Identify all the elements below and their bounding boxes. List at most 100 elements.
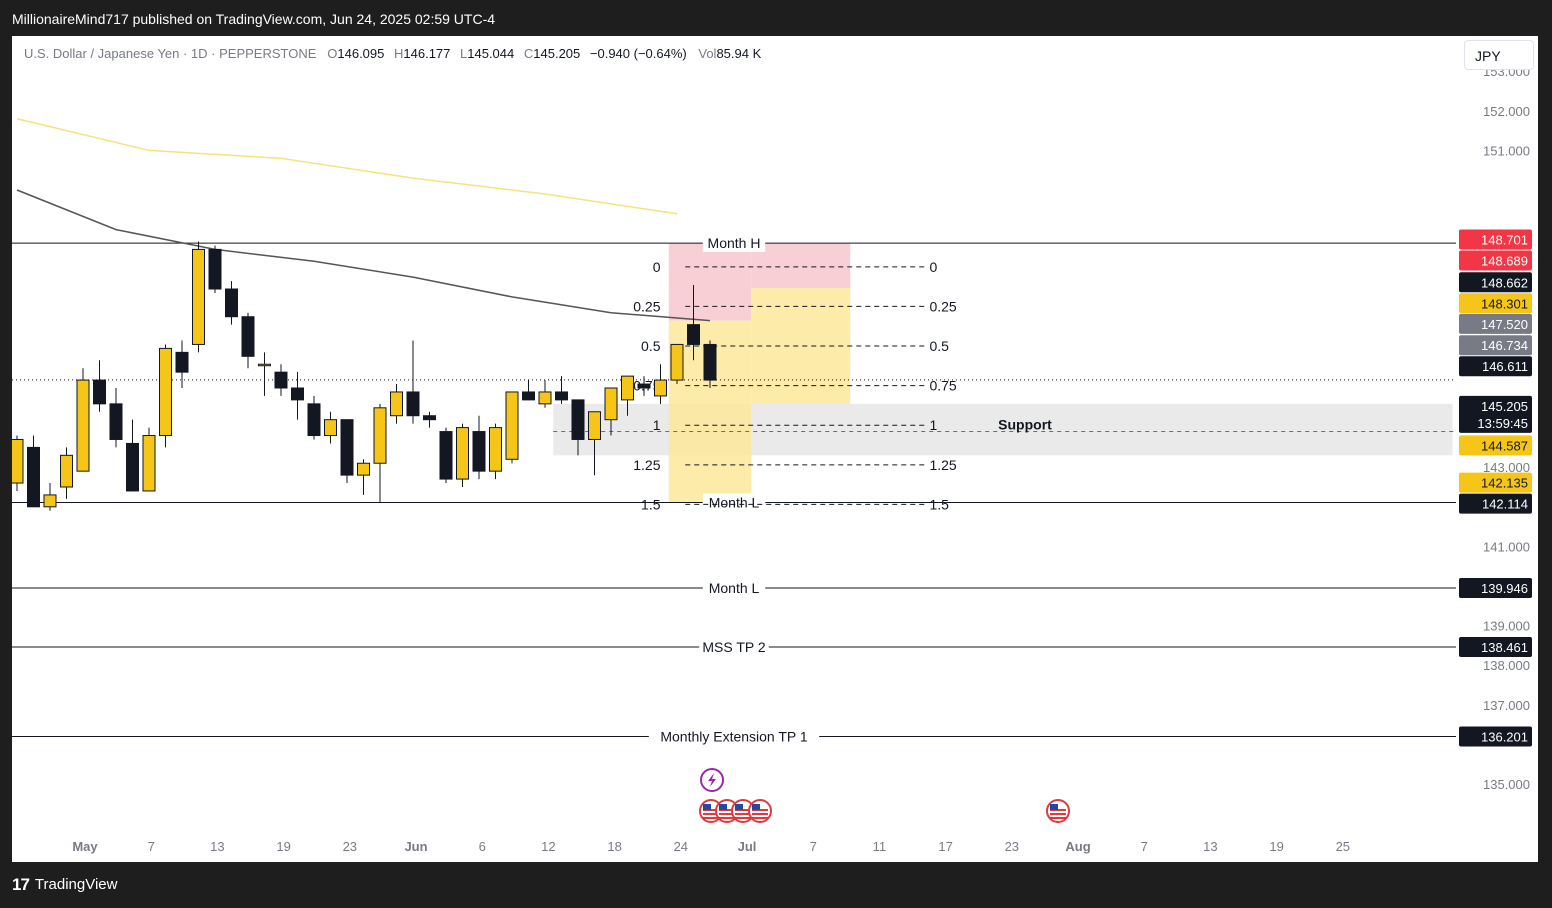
x-tick-label-5: Jun (404, 839, 427, 854)
candle-24[interactable] (406, 391, 420, 417)
candle-26[interactable] (439, 431, 453, 480)
candle-30[interactable] (505, 391, 519, 460)
flag-canton-icon (703, 804, 711, 810)
candle-27[interactable] (456, 427, 469, 480)
candle-22[interactable] (373, 407, 387, 464)
high-value: 146.177 (403, 46, 451, 61)
candle-16[interactable] (274, 371, 288, 389)
publish-line: MillionaireMind717 published on TradingV… (12, 11, 496, 27)
fib-right-label-6: 1.5 (929, 496, 949, 512)
y-tick-label-1: 137.000 (1483, 698, 1530, 713)
candle-11[interactable] (192, 248, 205, 345)
level-label-0: Month H (708, 235, 761, 251)
candle-31[interactable] (522, 391, 535, 401)
level-label-bg-1 (702, 493, 766, 512)
candle-0[interactable] (12, 438, 24, 484)
price-badge-text-1: 148.689 (1481, 253, 1528, 268)
sell-zone-left[interactable] (668, 243, 752, 321)
candle-23[interactable] (390, 391, 403, 417)
price-badge-text-5: 146.734 (1481, 338, 1528, 353)
x-tick-label-18: 19 (1269, 839, 1283, 854)
candle-33[interactable] (555, 391, 568, 401)
price-badge-9 (1459, 435, 1532, 456)
candle-7[interactable] (126, 442, 139, 492)
x-tick-label-2: 13 (210, 839, 224, 854)
candle-10[interactable] (175, 351, 189, 373)
candle-37[interactable] (621, 375, 634, 401)
candle-18[interactable] (307, 403, 321, 437)
price-badge-2 (1459, 272, 1532, 293)
candle-12[interactable] (208, 248, 222, 290)
candle-42[interactable] (703, 343, 717, 381)
candle-2[interactable] (43, 494, 57, 508)
x-tick-label-10: Jul (738, 839, 757, 854)
x-tick-label-0: May (72, 839, 98, 854)
support-label: Support (998, 417, 1052, 433)
candle-36[interactable] (604, 387, 618, 421)
price-badge-text-0: 148.701 (1481, 233, 1528, 248)
candle-14[interactable] (241, 316, 255, 357)
chart-panel[interactable]: Month H Month L Month L MSS TP 2 Monthly Ext… (12, 36, 1538, 862)
y-tick-label-8: 152.000 (1483, 104, 1530, 119)
price-badge-8 (1459, 412, 1532, 433)
candle-4[interactable] (76, 379, 90, 472)
candle-13[interactable] (225, 288, 238, 318)
flag-canton-icon (1050, 804, 1058, 810)
candle-19[interactable] (324, 419, 337, 437)
flag-stripe-icon (703, 813, 719, 815)
level-label-bg-0 (702, 234, 766, 253)
flag-canton-icon (735, 804, 743, 810)
candle-21[interactable] (357, 462, 370, 476)
price-chart[interactable]: Month H Month L Month L MSS TP 2 Monthly Ext… (12, 36, 1538, 862)
candle-3[interactable] (60, 454, 73, 488)
candle-35[interactable] (588, 411, 601, 440)
brand-label: TradingView (34, 875, 118, 893)
candle-6[interactable] (109, 403, 123, 440)
price-badge-7 (1459, 395, 1532, 416)
candle-1[interactable] (27, 446, 40, 508)
candle-28[interactable] (472, 431, 486, 472)
fib-right-label-0: 0 (929, 259, 937, 275)
level-label-bg-4 (648, 727, 820, 746)
vol-key: Vol (698, 46, 717, 61)
x-tick-label-1: 7 (148, 839, 155, 854)
x-tick-label-4: 23 (343, 839, 357, 854)
price-badge-text-10: 142.135 (1481, 476, 1528, 491)
x-tick-label-19: 25 (1336, 839, 1350, 854)
tradingview-logo-icon[interactable]: 17 (12, 874, 30, 894)
flag-stripe-icon (752, 813, 768, 815)
price-badge-text-2: 148.662 (1481, 275, 1528, 290)
candle-29[interactable] (489, 427, 502, 472)
candle-20[interactable] (340, 419, 354, 476)
vol-value: 85.94 K (716, 46, 762, 61)
candle-15[interactable] (258, 363, 271, 367)
candle-39[interactable] (654, 379, 667, 397)
candle-41[interactable] (687, 324, 700, 345)
fib-right-label-3: 0.75 (929, 378, 956, 394)
symbol-label[interactable]: U.S. Dollar / Japanese Yen · 1D · PEPPER… (24, 46, 317, 61)
y-tick-label-5: 143.000 (1483, 460, 1530, 475)
candle-40[interactable] (670, 343, 684, 381)
y-tick-label-2: 138.000 (1483, 658, 1530, 673)
high-key: H (394, 46, 404, 61)
price-badge-0 (1459, 229, 1532, 250)
price-badge-text-14: 136.201 (1481, 729, 1528, 744)
price-badge-14 (1459, 726, 1532, 747)
sell-zone-right[interactable] (751, 243, 851, 289)
currency-button[interactable]: JPY (1464, 40, 1534, 70)
candle-32[interactable] (538, 391, 552, 405)
candle-34[interactable] (571, 399, 585, 440)
y-tick-label-3: 139.000 (1483, 619, 1530, 634)
candle-17[interactable] (291, 387, 304, 401)
price-badge-text-8: 13:59:45 (1477, 416, 1528, 431)
buy-zone-right[interactable] (751, 288, 851, 404)
candle-25[interactable] (423, 415, 436, 421)
price-badge-text-7: 145.205 (1481, 399, 1528, 414)
y-tick-label-4: 141.000 (1483, 539, 1530, 554)
candle-9[interactable] (159, 347, 172, 437)
candle-8[interactable] (142, 435, 156, 492)
candle-38[interactable] (637, 383, 651, 389)
level-label-2: Month L (709, 580, 760, 596)
candle-5[interactable] (93, 379, 106, 405)
x-tick-label-6: 6 (479, 839, 486, 854)
